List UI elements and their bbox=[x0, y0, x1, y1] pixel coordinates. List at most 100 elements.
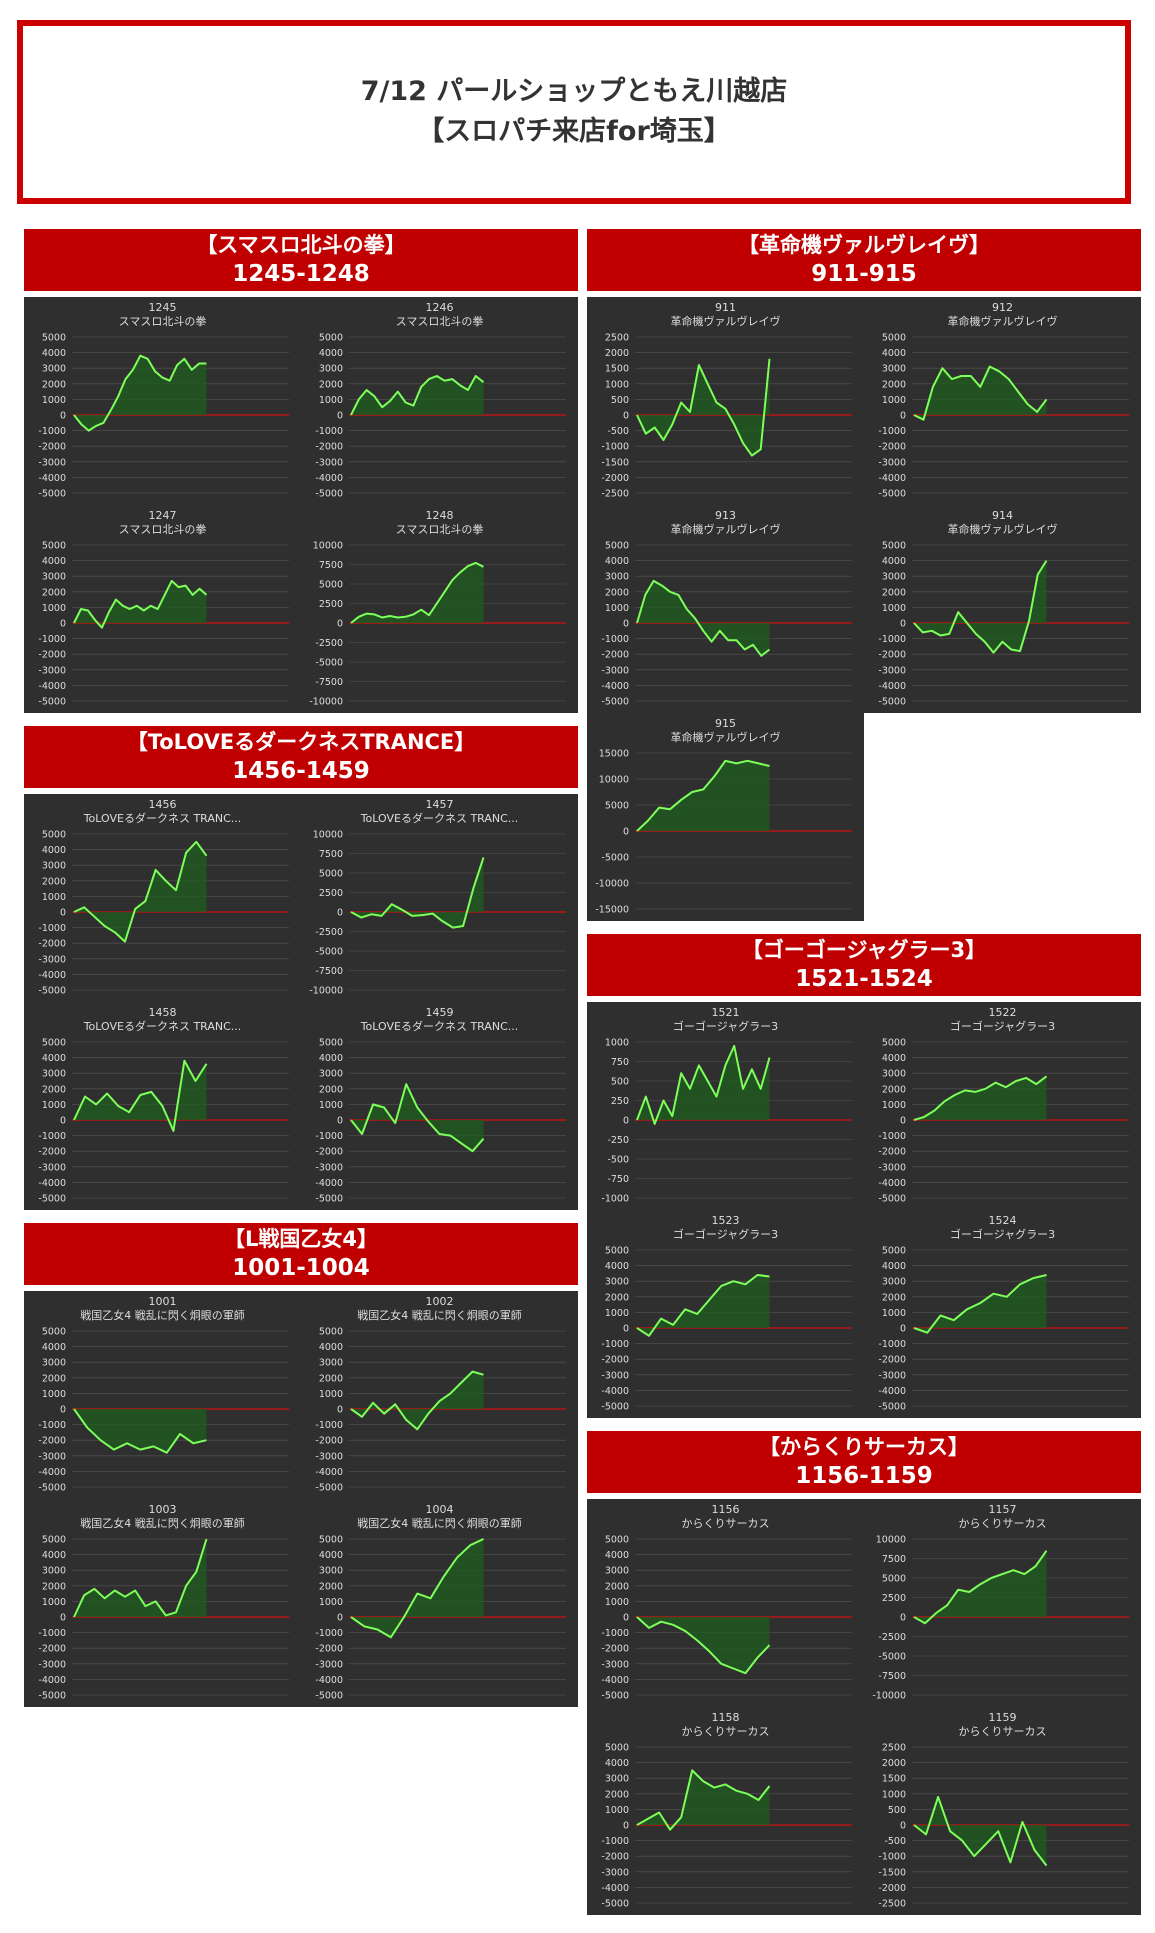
series-line bbox=[73, 1059, 208, 1132]
chart-title: 革命機ヴァルヴレイヴ bbox=[671, 314, 781, 328]
y-tick-label: 5000 bbox=[605, 1743, 629, 1754]
y-tick-label: 0 bbox=[900, 1324, 906, 1335]
chart-number: 1456 bbox=[149, 798, 177, 811]
chart-title: からくりサーカス bbox=[682, 1725, 770, 1738]
section-range: 911-915 bbox=[811, 261, 917, 287]
y-tick-label: 0 bbox=[900, 1821, 906, 1832]
y-tick-label: -500 bbox=[607, 426, 629, 437]
y-tick-label: -4000 bbox=[315, 1178, 343, 1189]
chart-number: 1248 bbox=[426, 509, 454, 522]
y-tick-label: 1000 bbox=[319, 1597, 343, 1608]
y-tick-label: -500 bbox=[607, 1155, 629, 1166]
chart-title: 戦国乙女4 戦乱に閃く炯眼の軍師 bbox=[80, 1516, 245, 1530]
y-tick-label: 0 bbox=[623, 1613, 629, 1624]
series-area bbox=[914, 1076, 1047, 1120]
y-tick-label: 5000 bbox=[319, 1038, 343, 1049]
chart-number: 1246 bbox=[426, 301, 454, 314]
y-tick-label: 5000 bbox=[882, 1038, 906, 1049]
y-tick-label: -3000 bbox=[315, 457, 343, 468]
y-tick-label: 3000 bbox=[42, 1566, 66, 1577]
chart-number: 911 bbox=[715, 301, 736, 314]
chart-panel-valvrave bbox=[587, 297, 1141, 713]
section-header-karakuri: 【からくりサーカス】 1156-1159 bbox=[587, 1431, 1141, 1493]
y-tick-label: 1500 bbox=[882, 1774, 906, 1785]
chart-1158: 1158 からくりサーカス 5000 4000 3000 2000 1000 0 -1000 -2… bbox=[587, 1707, 864, 1915]
y-tick-label: -1000 bbox=[38, 426, 66, 437]
y-tick-label: 0 bbox=[60, 1613, 66, 1624]
chart-panel-juggler bbox=[587, 1002, 1141, 1418]
y-tick-label: 1000 bbox=[605, 379, 629, 390]
y-tick-label: -3000 bbox=[878, 1162, 906, 1173]
chart-911: 911 革命機ヴァルヴレイヴ 2500 2000 1500 1000 500 0 -500 -10… bbox=[587, 297, 864, 505]
y-tick-label: -10000 bbox=[595, 879, 629, 890]
y-tick-label: -10000 bbox=[309, 697, 343, 708]
y-tick-label: -500 bbox=[884, 1836, 906, 1847]
y-tick-label: 2000 bbox=[42, 379, 66, 390]
section-header-sengoku: 【L戦国乙女4】 1001-1004 bbox=[24, 1223, 578, 1285]
y-tick-label: -2000 bbox=[601, 473, 629, 484]
chart-913: 913 革命機ヴァルヴレイヴ 5000 4000 3000 2000 1000 0 -1000 -… bbox=[587, 505, 864, 713]
y-tick-label: 5000 bbox=[605, 801, 629, 812]
y-tick-label: -5000 bbox=[601, 853, 629, 864]
y-tick-label: -4000 bbox=[601, 1675, 629, 1686]
y-tick-label: -15000 bbox=[595, 905, 629, 916]
series-line bbox=[913, 1274, 1047, 1334]
y-tick-label: -7500 bbox=[878, 1671, 906, 1682]
y-tick-label: 10000 bbox=[876, 1535, 906, 1546]
chart-title: 革命機ヴァルヴレイヴ bbox=[671, 522, 781, 536]
y-tick-label: -3000 bbox=[878, 665, 906, 676]
y-tick-label: 5000 bbox=[319, 1535, 343, 1546]
y-tick-label: 15000 bbox=[599, 749, 629, 760]
y-tick-label: 2000 bbox=[605, 587, 629, 598]
y-tick-label: -4000 bbox=[601, 681, 629, 692]
chart-1248: 1248 スマスロ北斗の拳 10000 7500 5000 2500 0 -2500 -5000… bbox=[301, 505, 578, 713]
y-tick-label: 4000 bbox=[42, 348, 66, 359]
y-tick-label: -2000 bbox=[38, 939, 66, 950]
y-tick-label: 7500 bbox=[882, 1554, 906, 1565]
y-tick-label: -2000 bbox=[878, 1355, 906, 1366]
y-tick-label: -2000 bbox=[315, 1147, 343, 1158]
series-area bbox=[351, 1084, 484, 1152]
y-tick-label: 5000 bbox=[319, 869, 343, 880]
y-tick-label: -4000 bbox=[315, 1467, 343, 1478]
y-tick-label: 1000 bbox=[882, 1789, 906, 1800]
y-tick-label: -2000 bbox=[878, 442, 906, 453]
chart-1004: 1004 戦国乙女4 戦乱に閃く炯眼の軍師 5000 4000 3000 2000 1000… bbox=[301, 1499, 578, 1707]
y-tick-label: 1000 bbox=[605, 1038, 629, 1049]
y-tick-label: -10000 bbox=[872, 1691, 906, 1702]
y-tick-label: -5000 bbox=[878, 489, 906, 500]
y-tick-label: 10000 bbox=[599, 775, 629, 786]
y-tick-label: 4000 bbox=[319, 1053, 343, 1064]
y-tick-label: 1000 bbox=[882, 1100, 906, 1111]
y-tick-label: -3000 bbox=[315, 1659, 343, 1670]
y-tick-label: 3000 bbox=[882, 364, 906, 375]
y-tick-label: 10000 bbox=[313, 830, 343, 841]
y-tick-label: 3000 bbox=[42, 364, 66, 375]
series-line bbox=[73, 354, 207, 432]
y-tick-label: 2000 bbox=[605, 1292, 629, 1303]
y-tick-label: -5000 bbox=[878, 1402, 906, 1413]
y-tick-label: -3000 bbox=[601, 1659, 629, 1670]
chart-number: 913 bbox=[715, 509, 736, 522]
series-line bbox=[350, 1538, 484, 1639]
chart-number: 1004 bbox=[426, 1503, 454, 1516]
series-area bbox=[74, 355, 207, 431]
chart-number: 1247 bbox=[149, 509, 177, 522]
y-tick-label: 1000 bbox=[42, 395, 66, 406]
series-line bbox=[636, 1616, 771, 1675]
y-tick-label: 2500 bbox=[605, 333, 629, 344]
y-tick-label: 4000 bbox=[605, 1758, 629, 1769]
y-tick-label: -4000 bbox=[878, 1178, 906, 1189]
y-tick-label: 1000 bbox=[605, 1597, 629, 1608]
chart-title: ゴーゴージャグラー3 bbox=[950, 1227, 1055, 1241]
y-tick-label: 5000 bbox=[319, 580, 343, 591]
y-tick-label: -2500 bbox=[878, 1632, 906, 1643]
chart-title: 革命機ヴァルヴレイヴ bbox=[948, 522, 1058, 536]
y-tick-label: -1000 bbox=[601, 442, 629, 453]
chart-1157: 1157 からくりサーカス 10000 7500 5000 2500 0 -2500 -5000… bbox=[864, 1499, 1141, 1707]
